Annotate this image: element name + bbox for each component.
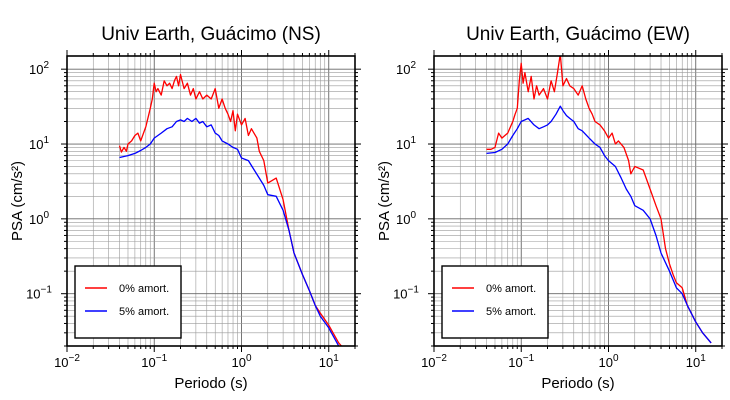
legend-box	[441, 265, 549, 339]
axis-ticks: 10−2 10−1 100 101 10−1 100 101 102	[26, 50, 361, 370]
y-tick-label: 101	[29, 135, 49, 152]
legend-label: 0% amort.	[119, 283, 169, 295]
x-tick-label: 10−1	[508, 353, 534, 370]
chart-title: Univ Earth, Guácimo (NS)	[101, 24, 321, 45]
legend-label: 5% amort.	[486, 306, 536, 318]
y-tick-label: 101	[396, 135, 416, 152]
x-tick-label: 101	[686, 353, 706, 370]
grid	[66, 56, 356, 347]
chart-panel-ew: Univ Earth, Guácimo (EW) 10−2 10−1 100 1011…	[376, 24, 728, 392]
chart-title: Univ Earth, Guácimo (EW)	[466, 24, 690, 45]
chart-panel-ns: Univ Earth, Guácimo (NS) 10−2 10−1 100 1011…	[9, 24, 361, 392]
x-axis-label: Periodo (s)	[174, 375, 247, 392]
x-tick-label: 10−1	[141, 353, 167, 370]
x-tick-label: 101	[319, 353, 339, 370]
axis-ticks: 10−2 10−1 100 101 10−1 100 101 102	[393, 50, 728, 370]
y-tick-label: 10−1	[26, 285, 52, 302]
plot-frame	[433, 55, 723, 347]
legend-label: 5% amort.	[119, 306, 169, 318]
x-tick-label: 10−2	[421, 353, 447, 370]
y-tick-label: 100	[29, 210, 49, 227]
y-tick-label: 10−1	[393, 285, 419, 302]
series-line-red	[486, 56, 712, 344]
y-tick-label: 102	[396, 60, 416, 77]
series-line-red	[118, 73, 342, 346]
series-lines	[118, 73, 342, 346]
legend-label: 0% amort.	[486, 283, 536, 295]
y-tick-label: 102	[29, 60, 49, 77]
y-axis-label: PSA (cm/s²)	[9, 161, 26, 241]
x-axis-label: Periodo (s)	[541, 375, 614, 392]
x-tick-label: 100	[598, 353, 618, 370]
plot-frame	[66, 55, 356, 347]
x-tick-label: 100	[231, 353, 251, 370]
series-line-blue	[486, 105, 712, 344]
x-tick-label: 10−2	[54, 353, 80, 370]
legend: 0% amort. 5% amort.	[74, 265, 182, 339]
y-tick-label: 100	[396, 210, 416, 227]
legend: 0% amort. 5% amort.	[441, 265, 549, 339]
legend-box	[74, 265, 182, 339]
series-lines	[486, 56, 712, 344]
series-line-blue	[119, 117, 340, 346]
y-axis-label: PSA (cm/s²)	[376, 161, 393, 241]
